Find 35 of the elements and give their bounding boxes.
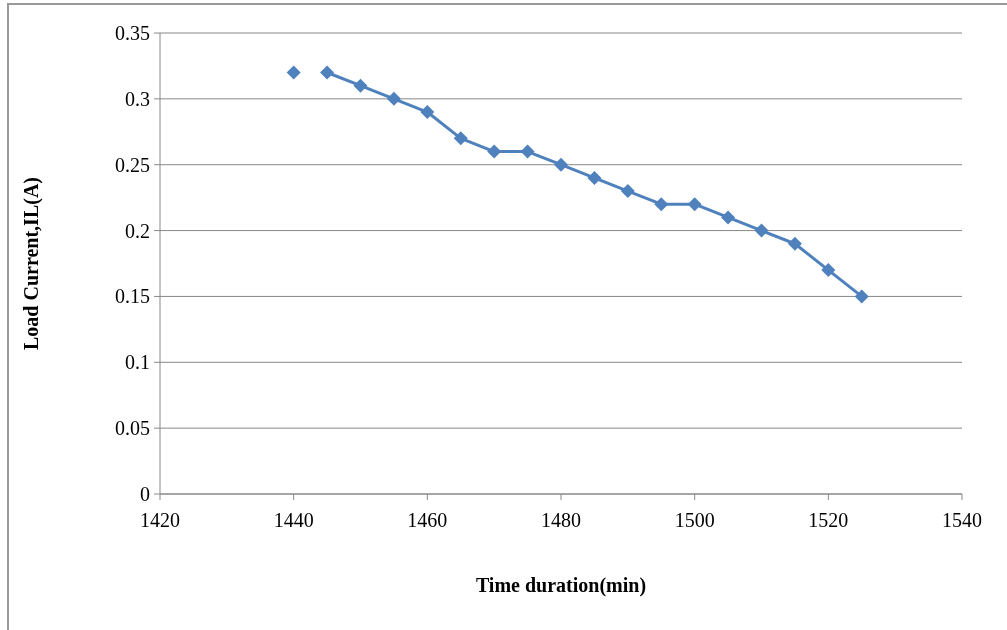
x-tick-label: 1500 xyxy=(674,509,715,531)
point xyxy=(654,197,669,212)
point xyxy=(620,184,635,199)
point xyxy=(320,65,335,80)
point xyxy=(854,289,869,304)
point xyxy=(787,236,802,251)
x-tick-label: 1540 xyxy=(942,509,982,531)
y-axis-title: Load Current,IL(A) xyxy=(20,177,43,350)
x-tick-label: 1420 xyxy=(140,509,180,531)
x-axis-title: Time duration(min) xyxy=(475,574,647,597)
y-tick-label: 0.25 xyxy=(115,153,150,176)
y-tick-label: 0.3 xyxy=(125,87,150,110)
point xyxy=(386,91,401,106)
point xyxy=(721,210,736,225)
point xyxy=(453,131,468,146)
point xyxy=(687,197,702,212)
point xyxy=(821,263,836,278)
point xyxy=(487,144,502,159)
point xyxy=(353,78,368,93)
y-tick-label: 0 xyxy=(140,483,150,505)
y-tick-label: 0.1 xyxy=(125,351,150,374)
x-tick-label: 1480 xyxy=(541,509,581,531)
x-tick-label: 1460 xyxy=(407,509,448,531)
x-tick-label: 1440 xyxy=(273,509,314,531)
y-tick-label: 0.15 xyxy=(115,285,150,308)
point xyxy=(754,223,769,238)
y-tick-label: 0.05 xyxy=(115,417,150,440)
point xyxy=(587,170,602,185)
point xyxy=(420,105,435,120)
point xyxy=(286,65,301,80)
y-tick-label: 0.35 xyxy=(115,22,150,44)
x-tick-label: 1520 xyxy=(808,509,849,531)
point xyxy=(520,144,535,159)
y-tick-label: 0.2 xyxy=(125,219,150,242)
point xyxy=(554,157,568,172)
